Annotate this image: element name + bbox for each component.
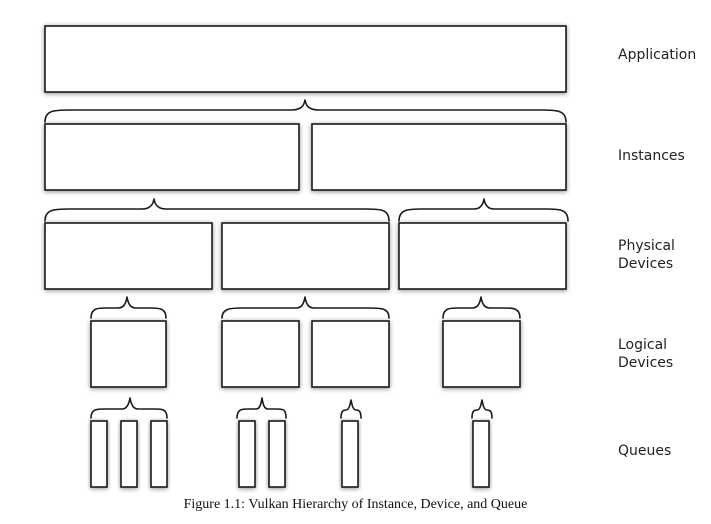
queue-7: [472, 420, 490, 488]
label-queues: Queues: [618, 443, 672, 459]
queue-6: [341, 420, 359, 488]
physical-device-box-1: [44, 222, 213, 290]
brace-physical1-logical: [90, 296, 167, 319]
logical-device-box-3: [311, 320, 390, 388]
brace-physical2-logical: [221, 296, 390, 319]
instance-box-2: [311, 123, 567, 191]
label-instances: Instances: [618, 148, 685, 164]
queue-5: [268, 420, 286, 488]
brace-physical3-logical: [442, 296, 521, 319]
brace-instance1-physical: [44, 198, 390, 222]
label-logical-devices: Logical Devices: [618, 337, 674, 371]
brace-instance2-physical: [398, 198, 569, 222]
logical-device-box-2: [221, 320, 300, 388]
queue-2: [120, 420, 138, 488]
physical-device-box-3: [398, 222, 567, 290]
logical-device-box-1: [90, 320, 167, 388]
figure-caption: Figure 1.1: Vulkan Hierarchy of Instance…: [183, 497, 528, 512]
brace-logical1-queues: [90, 397, 168, 419]
brace-logical2-queues: [236, 397, 287, 419]
logical-device-box-4: [442, 320, 521, 388]
queue-4: [238, 420, 256, 488]
queue-1: [90, 420, 108, 488]
brace-logical4-queues: [471, 399, 493, 419]
brace-logical3-queues: [340, 399, 362, 419]
instance-box-1: [44, 123, 300, 191]
physical-device-box-2: [221, 222, 390, 290]
label-application: Application: [618, 47, 697, 63]
application-box: [44, 25, 567, 93]
brace-application-instances: [44, 99, 567, 123]
queue-3: [150, 420, 168, 488]
label-physical-devices: Physical Devices: [618, 238, 675, 272]
